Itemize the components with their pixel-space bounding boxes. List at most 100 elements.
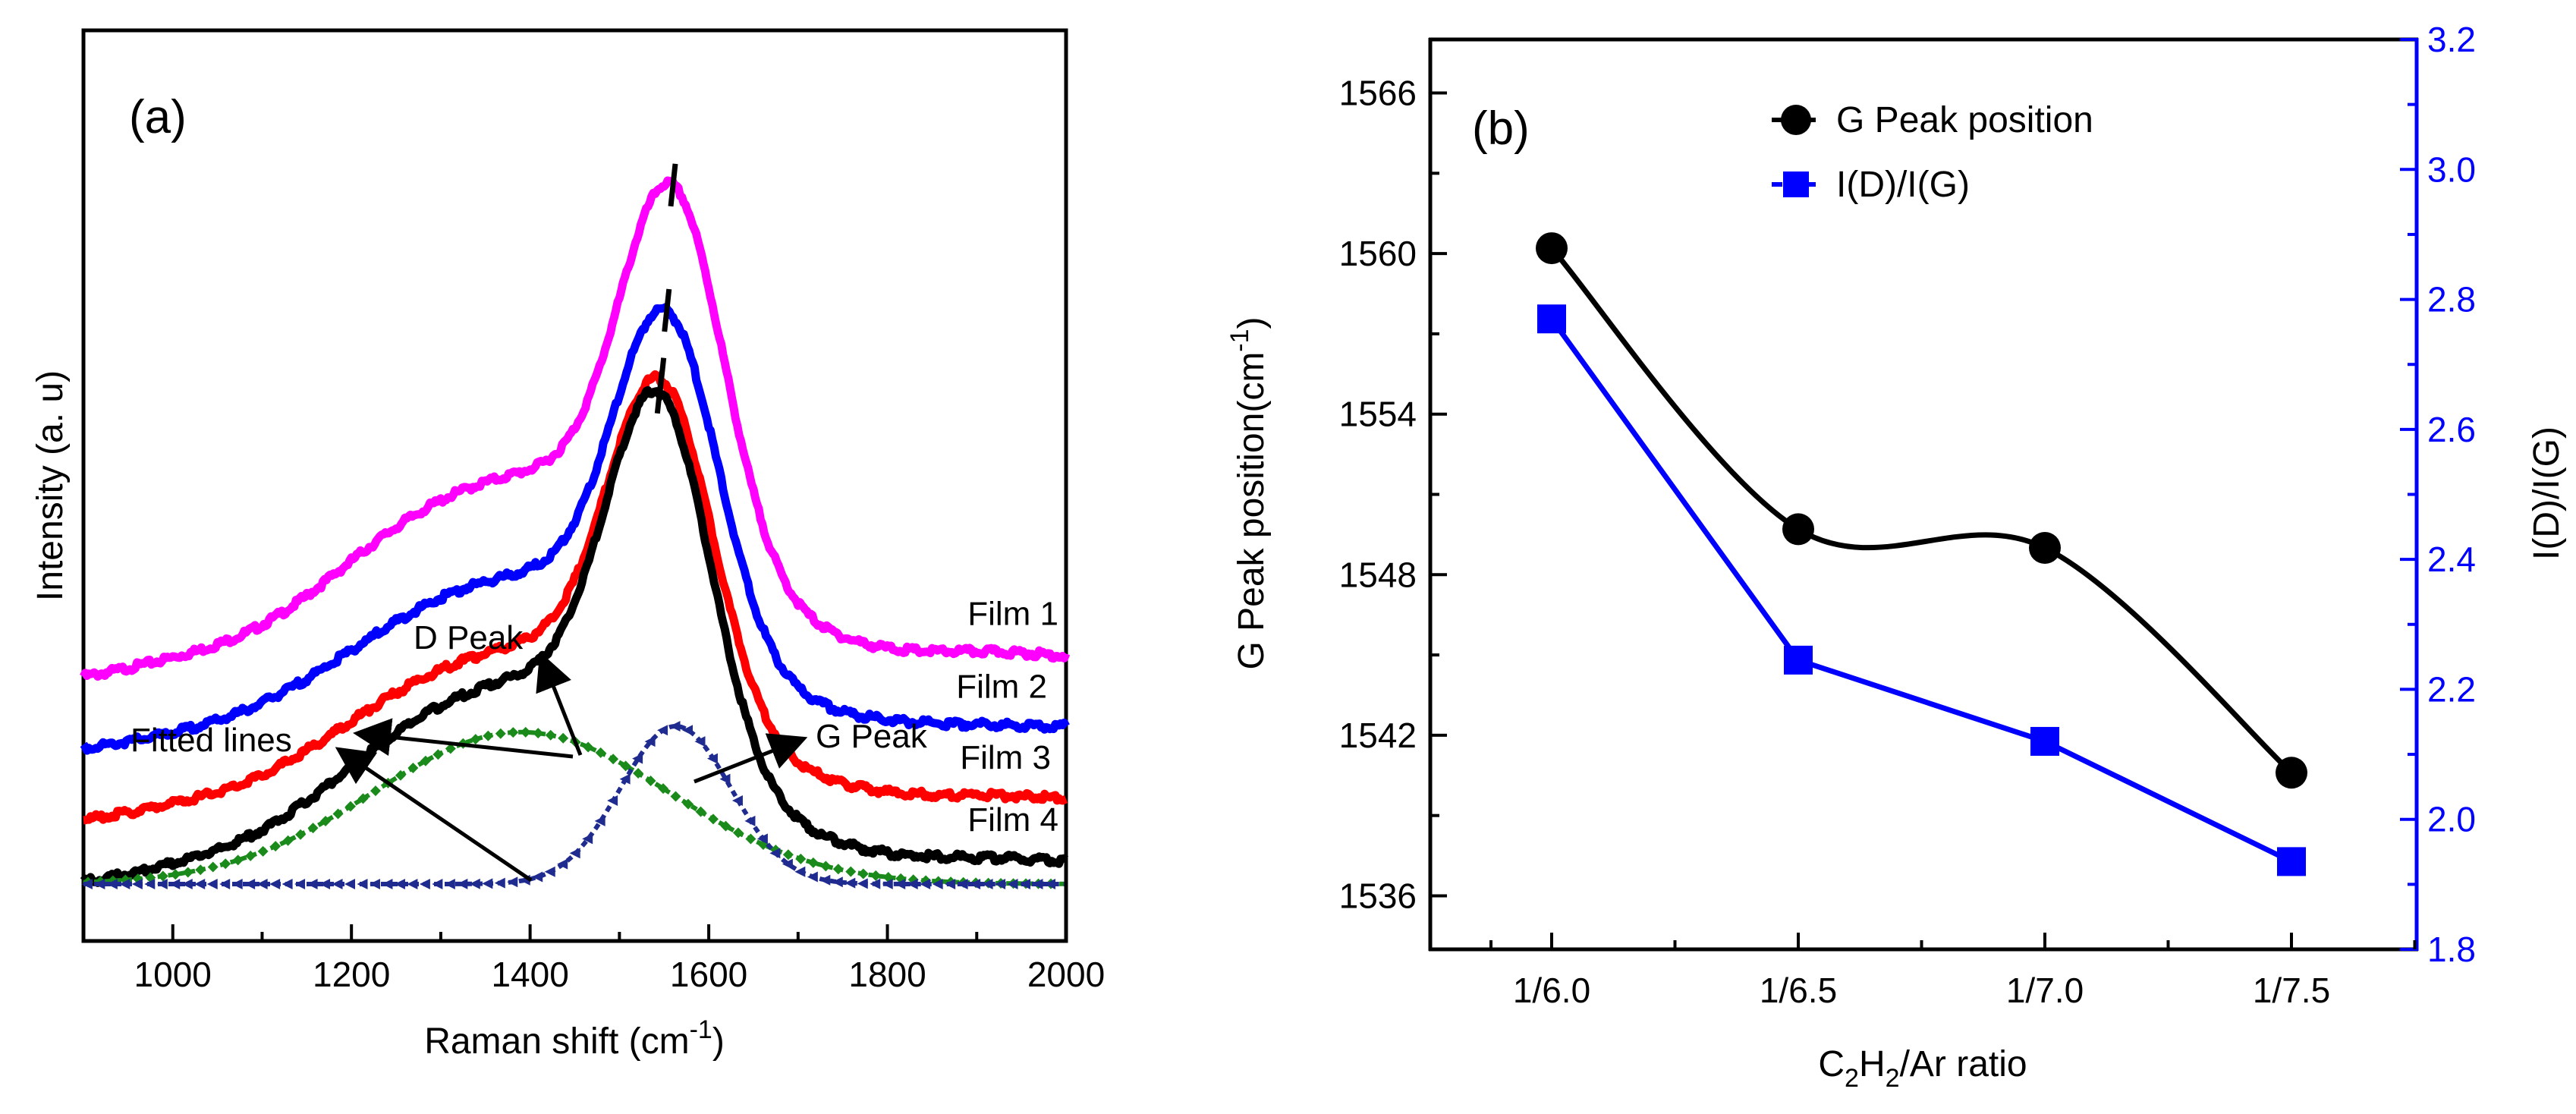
fitted-arrow-2 (335, 747, 533, 883)
fitted-d-marker (795, 853, 807, 864)
fitted-g-marker (544, 866, 555, 877)
panel-b-x-tick-label: 1/7.5 (2253, 971, 2330, 1010)
fitted-g-marker (632, 753, 643, 764)
fitted-g-marker (1020, 879, 1031, 889)
panel-a-x-ticks: 1000 1200 1400 1600 1800 2000 (82, 924, 1105, 994)
panel-b-left-tick-label: 1566 (1339, 74, 1417, 113)
fitted-g-marker (769, 848, 781, 859)
panel-a: (a) 1000 1200 1400 1600 1800 2000 Film 1Film … (30, 28, 1105, 1062)
fitted-g-marker (744, 815, 756, 826)
fitted-d-marker (807, 857, 819, 868)
g-peak-arrow (694, 733, 808, 784)
fitted-g-marker (619, 773, 631, 785)
g-peak-label: G Peak (816, 718, 928, 755)
fitted-d-marker (695, 806, 706, 817)
panel-b-x-tick-label: 1/7.0 (2006, 971, 2084, 1010)
fitted-g-marker (81, 879, 93, 889)
panel-b-left-tick-label: 1548 (1339, 555, 1417, 594)
panel-a-x-tick-label: 1200 (313, 955, 390, 994)
fitted-d-marker (395, 769, 406, 781)
fitted-d-marker (520, 726, 531, 738)
fitted-d-marker (170, 869, 181, 880)
fitted-g-marker (819, 874, 831, 886)
d-peak-label: D Peak (414, 619, 524, 656)
fitted-g-marker (432, 878, 443, 889)
fitted-d-marker (207, 861, 219, 873)
fitted-d-marker (608, 754, 619, 765)
fitted-g-marker (94, 879, 105, 889)
fitted-d-marker (282, 835, 294, 846)
fitted-d-marker (820, 861, 832, 872)
fitted-d-marker (658, 783, 669, 795)
film-label: Film 3 (960, 739, 1051, 776)
spectrum-film-3 (80, 370, 1069, 825)
fitted-d-marker (533, 728, 544, 739)
g-peak-position-point (1782, 513, 1814, 546)
fitted-g-marker (682, 725, 694, 736)
fitted-g-marker (219, 879, 231, 889)
fitted-d-marker (595, 747, 606, 758)
fitted-lines-label: Fitted lines (131, 722, 292, 759)
panel-a-x-tick-label: 1800 (848, 955, 926, 994)
fitted-d-marker (432, 749, 444, 760)
fitted-g-marker (782, 858, 793, 870)
fitted-g-marker (794, 866, 806, 877)
fitted-g-marker (181, 879, 193, 889)
fitted-g-marker (907, 878, 918, 889)
fitted-d-marker (270, 841, 282, 852)
fitted-d-marker (307, 823, 319, 834)
fitted-g-marker (332, 879, 343, 889)
fitted-d-marker (232, 854, 244, 866)
fitted-g-marker (594, 815, 605, 826)
fitted-g-marker (194, 879, 206, 889)
fitted-d-marker (845, 866, 857, 877)
fitted-g-marker (569, 848, 580, 859)
id-ig-ratio-point (2030, 726, 2059, 756)
fitted-d-marker (357, 793, 369, 804)
id-ig-ratio-point (2277, 847, 2306, 876)
fitted-arrow-1 (353, 718, 574, 759)
id-ig-ratio-point (1537, 304, 1566, 334)
fitted-g-marker (957, 878, 968, 889)
legend: G Peak position I(D)/I(G) (1772, 100, 2093, 205)
fitted-g-marker (557, 858, 568, 870)
fitted-g-marker (870, 878, 881, 889)
fitted-g-marker (319, 879, 331, 889)
fitted-g-marker (282, 879, 293, 889)
fitted-g-marker (1044, 879, 1055, 889)
fitted-g-marker (494, 877, 505, 889)
g-peak-position-marker (654, 370, 665, 414)
fitted-d-marker (320, 816, 332, 827)
g-peak-position-line (1549, 246, 2294, 775)
g-peak-position-marker (662, 288, 672, 332)
panel-b: (b) 1536 1542 1548 1554 1560 1566 1.8 2.0 2.2 2.… (1225, 20, 2567, 1093)
fitted-d-marker (583, 741, 594, 753)
fitted-g-marker (920, 878, 931, 889)
g-peak-position-point (2029, 532, 2061, 565)
fitted-g-marker (119, 879, 131, 889)
panel-b-right-tick-label: 3.0 (2427, 149, 2476, 189)
fitted-g-marker (995, 879, 1006, 889)
fitted-d-marker (683, 798, 694, 810)
fitted-g-marker (694, 736, 706, 747)
fitted-d-marker (420, 755, 431, 766)
fitted-d-marker (445, 743, 456, 754)
fitted-g-marker (719, 773, 731, 785)
panel-b-right-tick-label: 2.2 (2427, 669, 2476, 709)
legend-g-peak-marker (1781, 105, 1811, 135)
fitted-g-marker (657, 725, 668, 736)
fitted-g-marker (945, 878, 956, 889)
fitted-g-marker (256, 879, 268, 889)
panel-b-left-y-title: G Peak position(cm-1) (1225, 316, 1272, 669)
panel-b-right-y-title: I(D)/I(G) (2527, 426, 2567, 560)
fitted-g-marker (482, 878, 493, 889)
fitted-g-marker (344, 879, 356, 889)
panel-b-right-tick-label: 3.2 (2427, 20, 2476, 59)
d-peak-arrow (536, 651, 583, 756)
fitted-d-marker (633, 767, 644, 779)
fitted-d-marker (470, 734, 481, 745)
spectrum-film-4 (80, 385, 1069, 887)
panel-a-x-tick-label: 2000 (1027, 955, 1105, 994)
fitted-d-marker (720, 820, 731, 832)
